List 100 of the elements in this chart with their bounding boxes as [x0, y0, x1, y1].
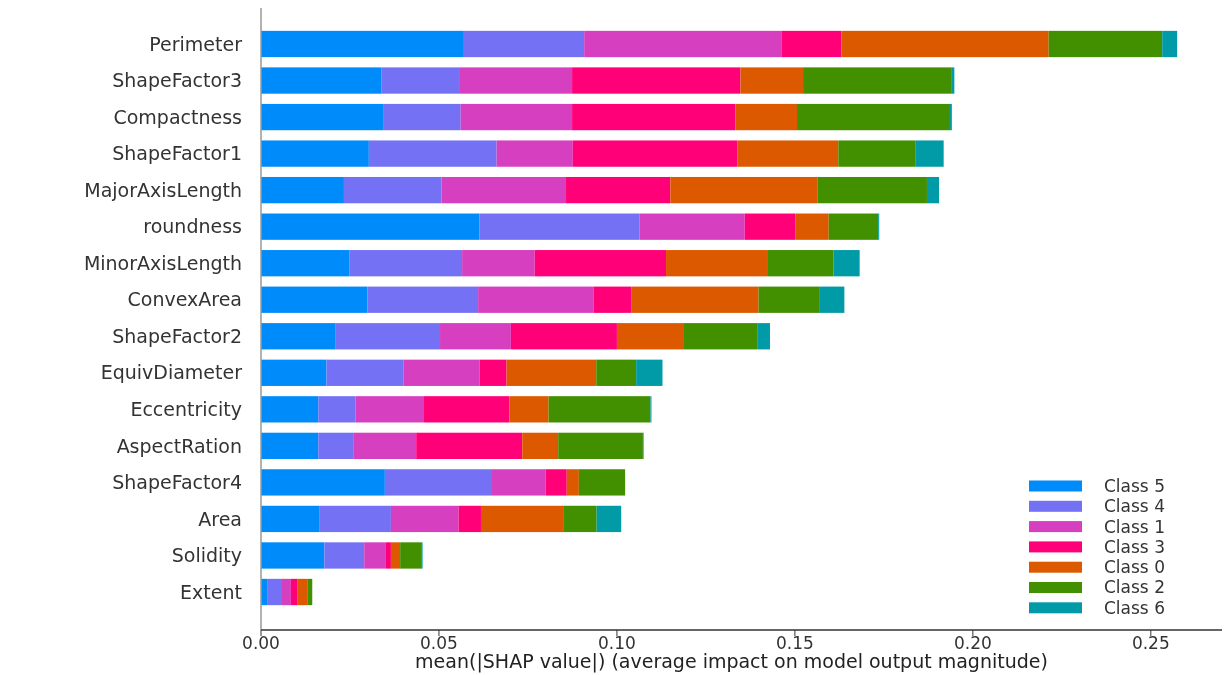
bar — [737, 140, 839, 167]
bar — [479, 359, 507, 386]
bar — [480, 505, 564, 533]
x-tick-label: 0.20 — [953, 633, 992, 653]
bar — [297, 578, 308, 606]
y-tick-label: ShapeFactor1 — [112, 142, 242, 165]
bar — [479, 213, 640, 240]
bar — [915, 140, 944, 167]
y-tick-label: ShapeFactor4 — [112, 471, 242, 494]
bar — [384, 469, 492, 496]
bar — [572, 67, 741, 94]
bar — [261, 213, 480, 240]
y-tick-label: MinorAxisLength — [83, 251, 242, 274]
bar — [261, 323, 336, 350]
bar — [631, 286, 759, 313]
y-tick-label: ShapeFactor3 — [112, 69, 242, 92]
bar — [578, 469, 626, 496]
bar — [584, 30, 782, 58]
y-tick-label: ShapeFactor2 — [112, 324, 242, 347]
y-tick-label: Area — [198, 507, 242, 530]
bar — [390, 505, 459, 533]
bar — [400, 542, 422, 569]
bar — [355, 396, 425, 423]
bar — [636, 359, 663, 386]
y-tick-label: Extent — [180, 580, 242, 603]
bar — [462, 250, 535, 277]
bar — [666, 250, 768, 277]
bar — [670, 176, 818, 204]
bar — [797, 103, 949, 131]
bar — [424, 396, 510, 423]
bar — [390, 542, 401, 569]
y-tick-label: Perimeter — [149, 32, 243, 55]
bar — [261, 250, 350, 277]
bar — [572, 140, 738, 167]
y-tick-label: MajorAxisLength — [84, 178, 242, 201]
bar — [478, 286, 594, 313]
bar — [403, 359, 480, 386]
bar — [566, 469, 579, 496]
bar — [817, 176, 927, 204]
bar — [460, 103, 573, 131]
bar — [368, 140, 497, 167]
bar — [261, 67, 382, 94]
bar — [353, 432, 417, 460]
bar — [324, 542, 365, 569]
bar — [349, 250, 463, 277]
bar — [522, 432, 559, 460]
bar — [343, 176, 442, 204]
bar — [767, 250, 834, 277]
bar — [596, 505, 622, 533]
y-tick-label: Solidity — [171, 544, 242, 567]
bar — [261, 359, 327, 386]
bar — [781, 30, 842, 58]
bar — [463, 30, 585, 58]
x-axis-title: mean(|SHAP value|) (average impact on model output magnitude) — [415, 650, 1048, 673]
bar — [758, 286, 820, 313]
x-tick-label: 0.10 — [598, 633, 636, 653]
bar — [833, 250, 860, 277]
bar — [318, 396, 356, 423]
bar — [639, 213, 745, 240]
bar — [616, 323, 684, 350]
bar — [290, 578, 298, 606]
bar — [1048, 30, 1163, 58]
bar — [744, 213, 796, 240]
legend-label: Class 1 — [1104, 516, 1165, 537]
bar — [440, 323, 511, 350]
bar — [548, 396, 651, 423]
bar — [1162, 30, 1178, 58]
bar — [364, 542, 386, 569]
bar — [261, 505, 320, 533]
bar — [318, 432, 354, 460]
y-tick-label: Eccentricity — [130, 397, 242, 420]
bar — [572, 103, 736, 131]
bar — [819, 286, 845, 313]
bar — [545, 469, 567, 496]
legend-label: Class 4 — [1104, 496, 1165, 517]
bar — [795, 213, 829, 240]
legend-label: Class 0 — [1104, 557, 1165, 578]
bar — [740, 67, 804, 94]
bar — [307, 578, 313, 606]
bar — [458, 505, 481, 533]
bar — [326, 359, 404, 386]
bar — [593, 286, 632, 313]
bar — [496, 140, 573, 167]
bar — [926, 176, 940, 204]
bar — [838, 140, 916, 167]
bar — [492, 469, 546, 496]
bar — [459, 67, 573, 94]
bar — [949, 103, 952, 131]
x-tick-label: 0.05 — [420, 633, 458, 653]
bar — [757, 323, 770, 350]
bar — [261, 286, 368, 313]
bar — [261, 469, 385, 496]
bar — [385, 542, 391, 569]
bar — [381, 67, 460, 94]
x-tick-label: 0.00 — [242, 633, 280, 653]
bar — [841, 30, 1049, 58]
bar — [563, 505, 597, 533]
bar — [534, 250, 667, 277]
bar — [261, 396, 319, 423]
bar — [261, 432, 319, 460]
